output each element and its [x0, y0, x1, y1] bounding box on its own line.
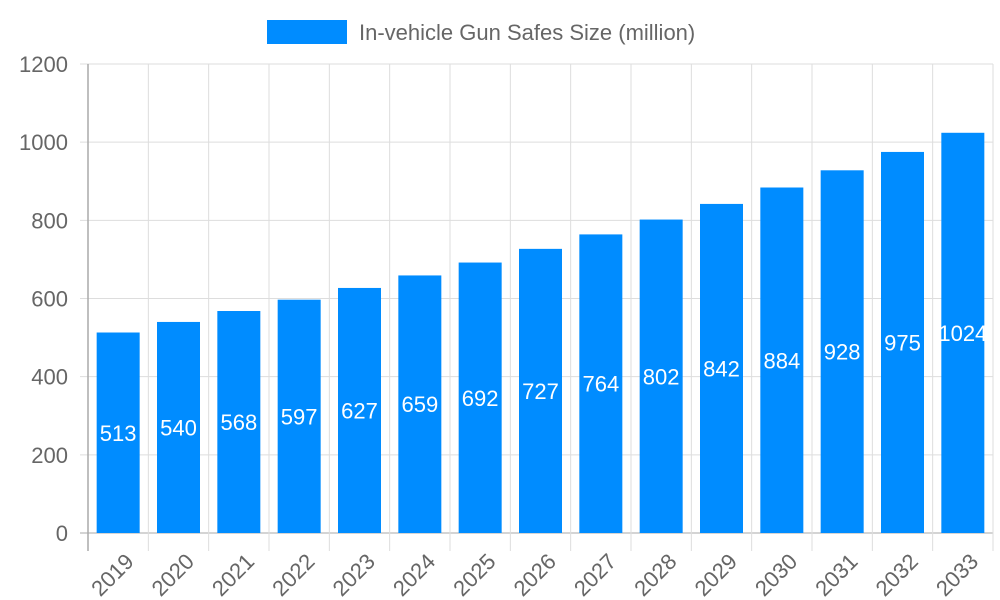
- y-tick-label: 1200: [19, 52, 68, 77]
- bar: [881, 151, 924, 533]
- x-tick-label: 2025: [448, 549, 500, 600]
- x-tick-label: 2023: [328, 549, 380, 600]
- bar: [760, 187, 804, 533]
- x-tick-label: 2027: [569, 549, 621, 600]
- y-tick-label: 200: [31, 443, 68, 468]
- data-label: 627: [341, 398, 378, 423]
- bar: [700, 203, 743, 533]
- y-tick-label: 600: [31, 287, 68, 312]
- data-label: 513: [100, 421, 137, 446]
- data-label: 568: [220, 410, 257, 435]
- x-tick-label: 2019: [86, 549, 138, 600]
- data-label: 884: [763, 348, 800, 373]
- x-tick-label: 2021: [207, 549, 259, 600]
- bar: [941, 132, 985, 533]
- bar: [519, 248, 562, 533]
- data-label: 727: [522, 379, 559, 404]
- data-label: 692: [462, 386, 499, 411]
- data-label: 540: [160, 415, 197, 440]
- bar: [277, 299, 321, 533]
- bar: [639, 219, 683, 533]
- x-tick-label: 2030: [750, 549, 802, 600]
- y-tick-label: 0: [56, 521, 68, 546]
- data-label: 1024: [938, 321, 987, 346]
- bar: [217, 311, 261, 533]
- data-label: 928: [824, 340, 861, 365]
- legend-label: In-vehicle Gun Safes Size (million): [359, 20, 695, 45]
- bar: [157, 321, 200, 533]
- bar: [820, 170, 864, 533]
- y-tick-label: 400: [31, 365, 68, 390]
- x-tick-label: 2020: [147, 549, 199, 600]
- bar: [96, 332, 140, 533]
- x-tick-label: 2031: [810, 549, 862, 600]
- data-label: 975: [884, 330, 921, 355]
- y-tick-label: 1000: [19, 130, 68, 155]
- bar: [338, 287, 381, 533]
- data-label: 597: [281, 404, 318, 429]
- bar: [579, 234, 623, 534]
- x-tick-label: 2029: [690, 549, 742, 600]
- x-tick-label: 2033: [931, 549, 983, 600]
- data-label: 842: [703, 356, 740, 381]
- data-label: 764: [582, 372, 619, 397]
- bar: [398, 275, 442, 533]
- data-label: 802: [643, 364, 680, 389]
- bar: [458, 262, 502, 533]
- x-tick-label: 2026: [509, 549, 561, 600]
- x-tick-label: 2022: [267, 549, 319, 600]
- legend-swatch: [267, 20, 347, 44]
- x-tick-label: 2024: [388, 549, 440, 600]
- data-label: 659: [401, 392, 438, 417]
- y-tick-label: 800: [31, 208, 68, 233]
- x-tick-label: 2032: [871, 549, 923, 600]
- x-tick-label: 2028: [629, 549, 681, 600]
